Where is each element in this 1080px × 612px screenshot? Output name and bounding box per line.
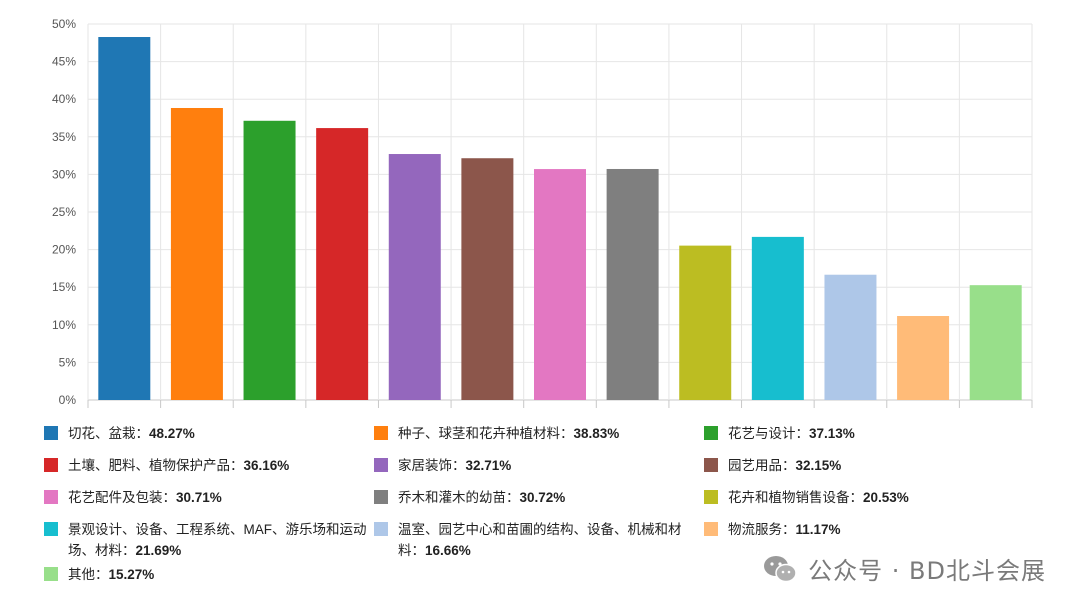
legend-item: 物流服务：11.17%	[704, 516, 1034, 561]
legend-item: 切花、盆栽：48.27%	[44, 420, 374, 452]
legend-swatch	[374, 426, 388, 440]
bar	[243, 120, 296, 400]
legend-value: 32.15%	[795, 458, 842, 473]
bar	[534, 169, 586, 400]
legend-item: 景观设计、设备、工程系统、MAF、游乐场和运动场、材料：21.69%	[44, 516, 374, 561]
legend-value: 48.27%	[149, 426, 195, 441]
legend-value: 30.71%	[176, 490, 222, 505]
legend-text: 家居装饰：32.71%	[398, 455, 511, 476]
bar	[606, 168, 659, 400]
legend-swatch	[44, 567, 58, 581]
y-tick-label: 40%	[52, 92, 76, 106]
legend-text: 温室、园艺中心和苗圃的结构、设备、机械和材料：16.66%	[398, 519, 698, 561]
bar	[461, 158, 514, 400]
legend-label: 种子、球茎和花卉种植材料：	[398, 426, 574, 441]
legend-swatch	[704, 458, 718, 472]
legend-value: 36.16%	[243, 458, 290, 473]
legend-value: 11.17%	[795, 522, 841, 537]
legend-swatch	[44, 490, 58, 504]
legend-swatch	[374, 458, 388, 472]
legend-text: 乔木和灌木的幼苗：30.72%	[398, 487, 565, 508]
legend-text: 花艺与设计：37.13%	[728, 423, 855, 444]
legend-label: 花艺配件及包装：	[68, 490, 176, 505]
legend-item: 花艺与设计：37.13%	[704, 420, 1034, 452]
legend-text: 种子、球茎和花卉种植材料：38.83%	[398, 423, 619, 444]
legend-value: 37.13%	[809, 426, 855, 441]
bar	[969, 285, 1022, 400]
legend-label: 切花、盆栽：	[68, 426, 149, 441]
legend-text: 切花、盆栽：48.27%	[68, 423, 195, 444]
y-tick-label: 20%	[52, 243, 76, 257]
y-tick-label: 10%	[52, 318, 76, 332]
y-tick-label: 50%	[52, 17, 76, 31]
legend-value: 16.66%	[425, 543, 471, 558]
legend-swatch	[704, 522, 718, 536]
y-tick-label: 0%	[59, 393, 77, 407]
y-axis: 0% 5% 10% 15% 20% 25% 30% 35% 40% 45% 50%	[52, 17, 76, 407]
legend-label: 花卉和植物销售设备：	[728, 490, 863, 505]
y-tick-label: 30%	[52, 167, 76, 181]
bar	[316, 128, 369, 401]
watermark: 公众号 · BD北斗会展	[762, 551, 1046, 586]
bar	[751, 236, 804, 400]
legend-label: 花艺与设计：	[728, 426, 809, 441]
legend-value: 21.69%	[135, 543, 182, 558]
legend-item: 其他：15.27%	[44, 561, 374, 593]
bar	[170, 107, 223, 400]
legend-text: 花卉和植物销售设备：20.53%	[728, 487, 909, 508]
legend-value: 30.72%	[519, 490, 566, 505]
legend-swatch	[704, 490, 718, 504]
legend-swatch	[374, 522, 388, 536]
wechat-icon	[764, 555, 797, 582]
legend-text: 土壤、肥料、植物保护产品：36.16%	[68, 455, 289, 476]
legend-swatch	[44, 458, 58, 472]
legend-value: 20.53%	[863, 490, 909, 505]
legend-swatch	[44, 426, 58, 440]
legend-label: 其他：	[68, 567, 109, 582]
legend-text: 其他：15.27%	[68, 564, 154, 585]
legend-label: 物流服务：	[728, 522, 796, 537]
legend-item: 花卉和植物销售设备：20.53%	[704, 484, 1034, 516]
bar	[897, 316, 950, 400]
legend-label: 土壤、肥料、植物保护产品：	[68, 458, 244, 473]
y-tick-label: 25%	[52, 205, 76, 219]
legend-item: 家居装饰：32.71%	[374, 452, 704, 484]
legend-item: 园艺用品：32.15%	[704, 452, 1034, 484]
y-tick-label: 35%	[52, 130, 76, 144]
legend-value: 15.27%	[108, 567, 155, 582]
legend-label: 乔木和灌木的幼苗：	[398, 490, 520, 505]
legend-swatch	[374, 490, 388, 504]
legend: 切花、盆栽：48.27% 种子、球茎和花卉种植材料：38.83% 花艺与设计：37.…	[44, 420, 1044, 593]
legend-item: 温室、园艺中心和苗圃的结构、设备、机械和材料：16.66%	[374, 516, 704, 561]
legend-text: 物流服务：11.17%	[728, 519, 841, 540]
bars	[98, 37, 1022, 401]
bar	[824, 274, 877, 400]
legend-value: 38.83%	[573, 426, 620, 441]
legend-value: 32.71%	[465, 458, 512, 473]
legend-label: 温室、园艺中心和苗圃的结构、设备、机械和材料：	[398, 522, 682, 558]
y-tick-label: 45%	[52, 55, 76, 69]
bar	[679, 245, 732, 400]
y-tick-label: 5%	[59, 355, 77, 369]
legend-item: 乔木和灌木的幼苗：30.72%	[374, 484, 704, 516]
legend-item: 种子、球茎和花卉种植材料：38.83%	[374, 420, 704, 452]
bar-chart: 0% 5% 10% 15% 20% 25% 30% 35% 40% 45% 50%	[52, 17, 1033, 408]
legend-swatch	[44, 522, 58, 536]
legend-item: 花艺配件及包装：30.71%	[44, 484, 374, 516]
legend-text: 园艺用品：32.15%	[728, 455, 841, 476]
legend-item: 土壤、肥料、植物保护产品：36.16%	[44, 452, 374, 484]
y-tick-label: 15%	[52, 280, 76, 294]
watermark-text: 公众号 · BD北斗会展	[808, 557, 1046, 585]
legend-label: 园艺用品：	[728, 458, 796, 473]
legend-label: 家居装饰：	[398, 458, 466, 473]
bar	[98, 37, 151, 400]
bar	[388, 154, 441, 400]
legend-label: 景观设计、设备、工程系统、MAF、游乐场和运动场、材料：	[68, 522, 367, 558]
legend-text: 景观设计、设备、工程系统、MAF、游乐场和运动场、材料：21.69%	[68, 519, 368, 561]
legend-text: 花艺配件及包装：30.71%	[68, 487, 222, 508]
legend-swatch	[704, 426, 718, 440]
